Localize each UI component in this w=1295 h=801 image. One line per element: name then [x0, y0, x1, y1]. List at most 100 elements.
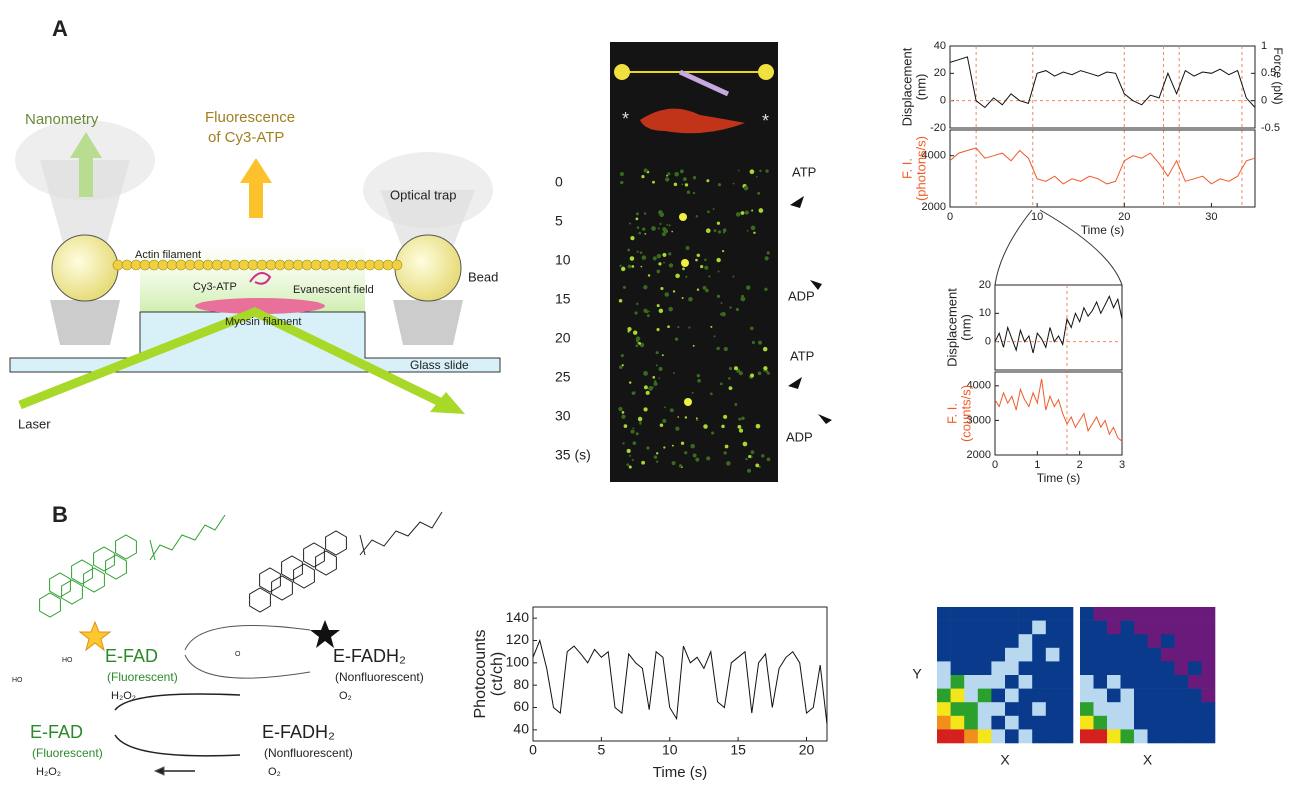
ring: [272, 576, 293, 600]
heat-cell: [1059, 729, 1073, 743]
fluorescent-spot: [652, 376, 655, 379]
heat-cell: [1175, 716, 1189, 730]
ring: [106, 555, 127, 579]
fluorescent-spot: [632, 459, 634, 461]
trace: [533, 641, 827, 725]
fluorescent-spot: [729, 386, 733, 390]
fluorescent-spot: [747, 469, 751, 473]
heat-cell: [1005, 675, 1019, 689]
heat-cell: [978, 729, 992, 743]
label: Evanescent field: [293, 284, 374, 296]
y-axis-label: (ct/ch): [489, 652, 506, 696]
fluorescent-spot: [764, 288, 767, 291]
y2-tick-label: 0: [1261, 95, 1267, 107]
fluorescent-spot: [644, 385, 648, 389]
fluorescent-spot: [656, 351, 659, 354]
fluorescent-spot: [652, 181, 655, 184]
heat-cell: [1134, 607, 1148, 621]
heat-cell: [1107, 648, 1121, 662]
fluorescent-spot: [723, 415, 727, 419]
actin-monomer: [365, 260, 375, 270]
heat-cell: [1094, 729, 1108, 743]
fluorescent-spot: [714, 229, 717, 232]
heat-cell: [991, 729, 1005, 743]
actin-monomer: [311, 260, 321, 270]
fluorescent-spot: [732, 276, 734, 278]
fluorescent-spot: [628, 265, 632, 269]
heat-cell: [1148, 729, 1162, 743]
fluorescent-spot: [750, 374, 754, 378]
fluorescent-spot: [640, 251, 643, 254]
x-axis-label: Time (s): [653, 764, 707, 781]
heat-cell: [951, 716, 965, 730]
fluorescent-spot: [648, 274, 650, 276]
fluorescent-spot: [765, 169, 768, 172]
heat-cell: [1059, 634, 1073, 648]
heat-cell: [951, 689, 965, 703]
chain: [150, 515, 225, 560]
heat-cell: [1094, 648, 1108, 662]
fluorescent-spot: [666, 175, 668, 177]
fluorescent-spot: [708, 275, 710, 277]
fluorescent-spot: [743, 442, 748, 447]
heat-cell: [951, 648, 965, 662]
heat-cell: [1202, 729, 1216, 743]
heat-cell: [1046, 634, 1060, 648]
heat-cell: [964, 607, 978, 621]
fluorescent-spot: [680, 170, 684, 174]
trace: [950, 57, 1255, 108]
fluorescent-spot: [724, 347, 728, 351]
fluorescent-spot: [688, 327, 690, 329]
heat-cell: [1046, 716, 1060, 730]
fluorescent-spot: [758, 371, 762, 375]
fluorescent-spot: [681, 442, 684, 445]
fluorescent-spot: [704, 258, 707, 261]
heat-cell: [1080, 634, 1094, 648]
time-label: 15: [555, 291, 571, 307]
fluorescent-spot: [671, 231, 673, 233]
asterisk: *: [622, 109, 629, 129]
species-name: E-FADH₂: [262, 722, 335, 742]
x-tick-label: 10: [662, 742, 678, 758]
heat-cell: [978, 634, 992, 648]
ring: [84, 568, 105, 592]
fluorescent-spot: [736, 308, 739, 311]
heat-cell: [1161, 634, 1175, 648]
heat-cell: [1148, 675, 1162, 689]
heat-cell: [1032, 648, 1046, 662]
fluorescent-spot: [741, 211, 745, 215]
fluorescent-spot: [665, 177, 669, 181]
heat-cell: [1094, 661, 1108, 675]
fluorescent-spot: [721, 425, 725, 429]
time-label: 30: [555, 408, 571, 424]
label: Cy3-ATP: [193, 281, 237, 293]
fluorescent-spot: [667, 325, 670, 328]
fluorescent-spot: [677, 326, 679, 328]
fluorescent-spot: [648, 386, 653, 391]
fluorescent-spot: [644, 168, 648, 172]
heat-cell: [1188, 702, 1202, 716]
heat-cell: [1188, 621, 1202, 635]
fluorescent-spot: [697, 379, 701, 383]
heat-cell: [1059, 607, 1073, 621]
heat-cell: [991, 648, 1005, 662]
heat-cell: [978, 716, 992, 730]
fluorescent-spot: [693, 176, 696, 179]
fluorescent-spot: [679, 464, 682, 467]
fluorescent-spot: [728, 377, 731, 380]
fluorescent-spot: [633, 427, 635, 429]
fluorescent-spot: [721, 302, 723, 304]
heat-cell: [1107, 621, 1121, 635]
heat-cell: [1019, 689, 1033, 703]
y-axis-label: (photons/s): [913, 136, 928, 201]
heat-cell: [1094, 607, 1108, 621]
ring: [282, 556, 303, 580]
heat-cell: [1202, 634, 1216, 648]
heat-cell: [1080, 689, 1094, 703]
ring: [304, 543, 325, 567]
heat-cell: [1046, 689, 1060, 703]
heat-cell: [978, 661, 992, 675]
actin-monomer: [194, 260, 204, 270]
marker: ATP: [792, 164, 816, 179]
heat-cell: [1032, 689, 1046, 703]
